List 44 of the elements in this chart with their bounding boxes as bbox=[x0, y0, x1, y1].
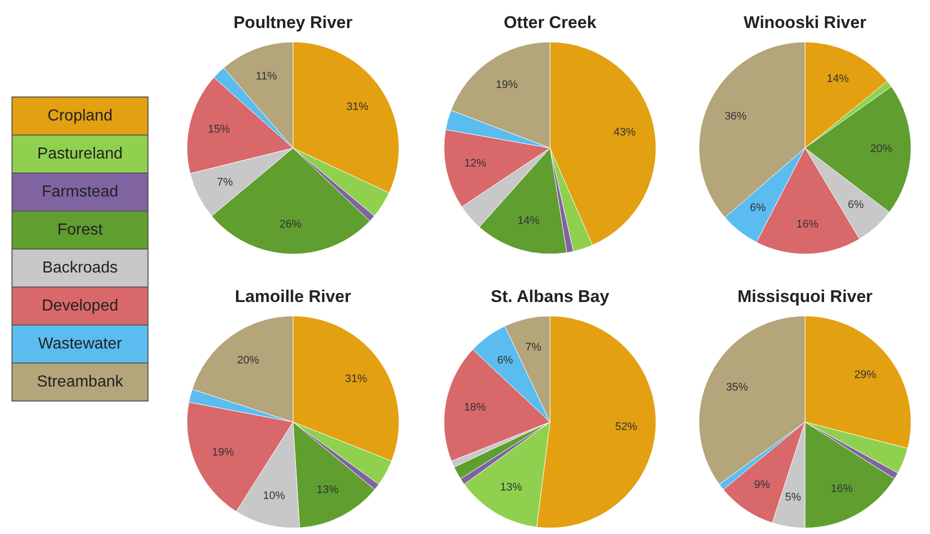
data-label: 13% bbox=[316, 484, 339, 496]
legend-label: Farmstead bbox=[42, 184, 118, 200]
chart-title: Lamoille River bbox=[234, 287, 352, 306]
data-label: 13% bbox=[500, 482, 522, 494]
data-label: 29% bbox=[854, 369, 877, 382]
chart-title: Poultney River bbox=[233, 13, 353, 32]
chart-title: Missisquoi River bbox=[737, 287, 873, 306]
data-label: 6% bbox=[497, 354, 514, 366]
data-label: 31% bbox=[345, 373, 368, 386]
legend-label: Pastureland bbox=[37, 146, 123, 162]
chart-title: Otter Creek bbox=[504, 13, 597, 32]
legend-label: Cropland bbox=[48, 108, 112, 124]
data-label: 20% bbox=[237, 354, 260, 366]
data-label: 19% bbox=[212, 446, 234, 458]
data-label: 15% bbox=[208, 124, 230, 136]
data-label: 11% bbox=[256, 70, 278, 82]
legend-label: Forest bbox=[57, 222, 104, 238]
data-label: 12% bbox=[464, 158, 487, 170]
data-label: 19% bbox=[496, 79, 518, 92]
data-label: 20% bbox=[870, 143, 893, 156]
data-label: 31% bbox=[346, 101, 369, 114]
data-label: 14% bbox=[517, 215, 540, 228]
legend-label: Developed bbox=[42, 298, 118, 314]
data-label: 16% bbox=[830, 482, 853, 495]
legend-label: Wastewater bbox=[38, 336, 123, 352]
data-label: 5% bbox=[785, 491, 802, 504]
data-label: 14% bbox=[826, 73, 850, 86]
data-label: 35% bbox=[726, 381, 748, 394]
data-label: 52% bbox=[615, 420, 638, 433]
data-label: 7% bbox=[216, 176, 234, 189]
data-label: 43% bbox=[614, 126, 636, 138]
data-label: 10% bbox=[263, 490, 286, 502]
data-label: 6% bbox=[848, 198, 864, 211]
data-label: 7% bbox=[525, 342, 542, 354]
data-label: 18% bbox=[464, 402, 486, 414]
legend-label: Streambank bbox=[36, 374, 124, 390]
data-label: 26% bbox=[280, 218, 302, 230]
legend-label: Backroads bbox=[42, 260, 118, 276]
data-label: 6% bbox=[750, 202, 766, 214]
chart-title: St. Albans Bay bbox=[490, 287, 610, 306]
data-label: 36% bbox=[724, 110, 747, 122]
data-label: 16% bbox=[796, 218, 819, 230]
chart-title: Winooski River bbox=[744, 13, 867, 32]
data-label: 9% bbox=[754, 479, 770, 492]
